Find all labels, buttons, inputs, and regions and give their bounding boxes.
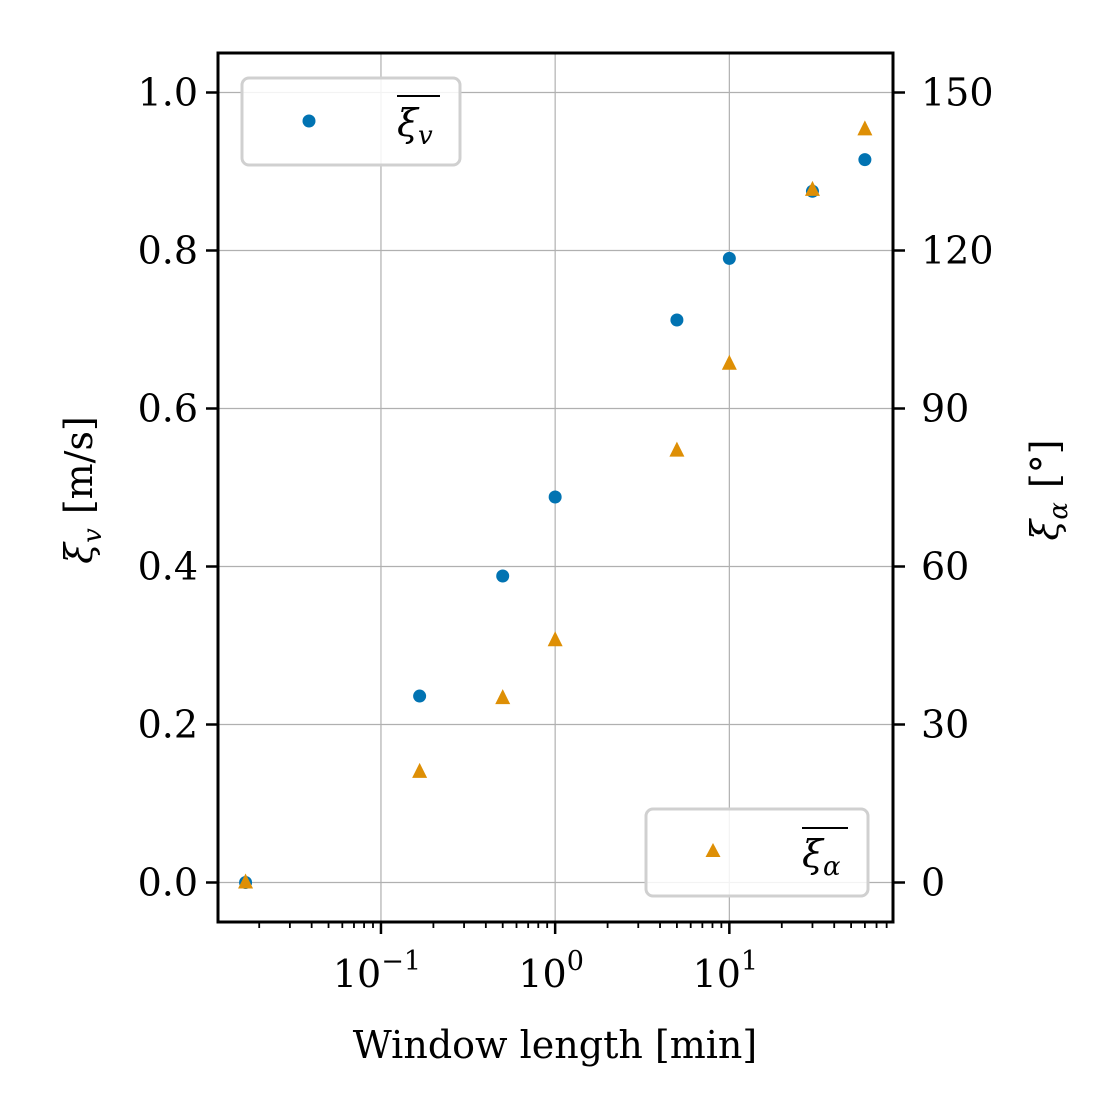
y-left-tick-label: 0.0	[138, 861, 198, 905]
y-left-symbol: ξ	[57, 541, 101, 564]
point-xi-v	[722, 251, 736, 265]
tick-labels: 10−1 100 101 0.0 0.2 0.4 0.6 0.8 1.0 0 30 60 90 120 15…	[138, 71, 994, 997]
data-points	[238, 120, 873, 889]
axis-ticks	[206, 91, 905, 934]
y-right-tick-label: 150	[921, 71, 994, 115]
y-right-tick-label: 90	[921, 387, 969, 431]
point-xi-v	[858, 153, 872, 167]
y-right-tick-label: 0	[921, 861, 945, 905]
y-left-tick-label: 0.4	[138, 545, 198, 589]
point-xi-alpha	[238, 873, 254, 889]
y-right-axis-label: ξα [°]	[1023, 439, 1074, 540]
grid	[218, 53, 893, 922]
point-xi-alpha	[547, 631, 563, 647]
y-left-tick-label: 1.0	[138, 71, 198, 115]
x-axis-label: Window length [min]	[353, 1023, 757, 1067]
point-xi-v	[496, 569, 510, 583]
point-xi-v	[670, 313, 684, 327]
x-tick-label: 10−1	[333, 946, 421, 996]
point-xi-v	[548, 490, 562, 504]
point-xi-alpha	[804, 180, 820, 196]
y-left-unit: [m/s]	[57, 416, 101, 514]
legend-v-symbol: ξ	[397, 101, 420, 145]
legend-alpha-symbol: ξ	[802, 832, 825, 876]
y-right-unit: [°]	[1023, 439, 1067, 488]
point-xi-alpha	[412, 762, 428, 778]
legend-alpha-marker	[705, 843, 721, 857]
point-xi-alpha	[495, 689, 511, 705]
y-left-tick-label: 0.6	[138, 387, 198, 431]
x-tick-label: 101	[693, 946, 759, 996]
point-xi-alpha	[857, 120, 873, 136]
point-xi-v	[413, 689, 427, 703]
legend-alpha-subscript: α	[823, 852, 841, 882]
legend-alpha: ξα	[644, 807, 870, 898]
point-xi-alpha	[721, 354, 737, 370]
y-right-tick-label: 120	[921, 229, 994, 273]
legend-v-subscript: v	[418, 121, 433, 151]
y-right-symbol: ξ	[1023, 518, 1067, 541]
y-left-subscript: v	[78, 528, 108, 543]
y-right-tick-label: 60	[921, 545, 969, 589]
svg-text:ξα: ξα	[802, 832, 841, 882]
point-xi-alpha	[669, 441, 685, 457]
y-right-tick-label: 30	[921, 703, 969, 747]
svg-text:ξα[°]: ξα [°]	[1023, 439, 1074, 540]
legend-alpha-box	[644, 807, 870, 898]
legend-v-marker	[302, 114, 316, 128]
y-left-axis-label: ξv [m/s]	[57, 416, 108, 564]
y-left-tick-label: 0.2	[138, 703, 198, 747]
y-left-tick-label: 0.8	[138, 229, 198, 273]
svg-text:ξv[m/s]: ξv [m/s]	[57, 416, 108, 564]
legend-v-box	[240, 76, 462, 167]
y-right-subscript: α	[1044, 502, 1074, 520]
legend-v: ξv	[240, 76, 462, 167]
svg-text:ξv: ξv	[397, 101, 433, 151]
x-tick-label: 100	[518, 946, 584, 996]
